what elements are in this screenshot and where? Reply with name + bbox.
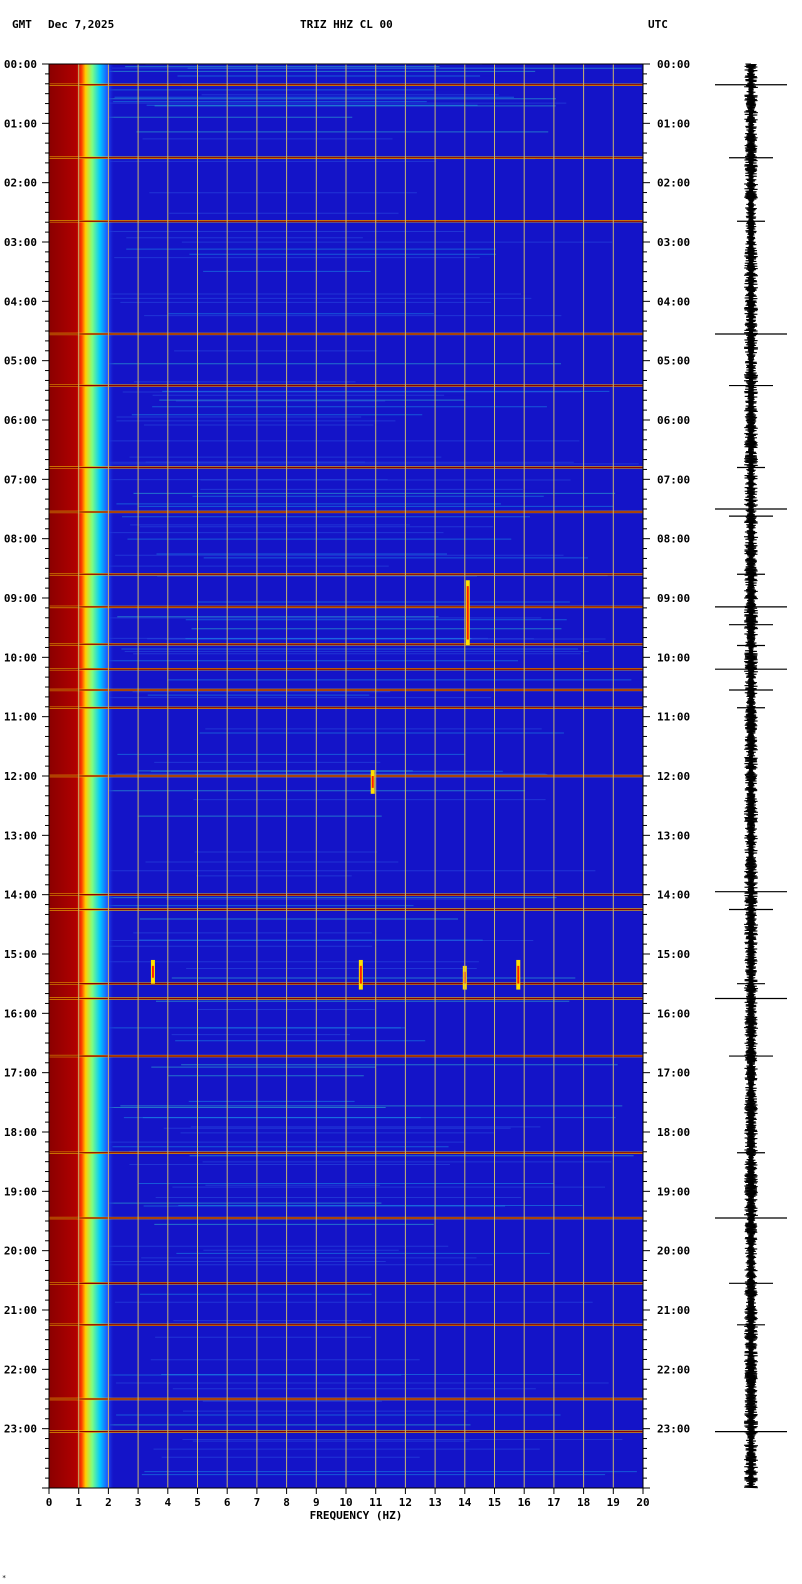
date-label: Dec 7,2025	[48, 18, 115, 31]
x-tick-label: 18	[577, 1496, 590, 1509]
y-tick-label-left: 03:00	[4, 236, 37, 249]
x-tick-label: 2	[105, 1496, 112, 1509]
y-tick-label-right: 13:00	[657, 829, 690, 842]
x-tick-label: 4	[164, 1496, 171, 1509]
y-tick-label-right: 04:00	[657, 295, 690, 308]
y-tick-label-right: 02:00	[657, 177, 690, 190]
y-tick-label-right: 08:00	[657, 533, 690, 546]
seismic-trace	[743, 63, 759, 1489]
y-tick-label-right: 07:00	[657, 473, 690, 486]
x-tick-label: 19	[607, 1496, 620, 1509]
y-tick-label-left: 21:00	[4, 1304, 37, 1317]
footer-mark: *	[2, 1574, 7, 1582]
x-tick-label: 13	[428, 1496, 441, 1509]
x-tick-label: 20	[636, 1496, 649, 1509]
y-tick-label-left: 22:00	[4, 1363, 37, 1376]
x-tick-label: 14	[458, 1496, 472, 1509]
x-tick-label: 15	[488, 1496, 501, 1509]
y-tick-label-left: 19:00	[4, 1185, 37, 1198]
y-tick-label-right: 00:00	[657, 58, 690, 71]
y-tick-label-left: 14:00	[4, 889, 37, 902]
y-tick-label-right: 06:00	[657, 414, 690, 427]
y-tick-label-left: 17:00	[4, 1067, 37, 1080]
x-tick-label: 16	[518, 1496, 532, 1509]
y-tick-label-right: 09:00	[657, 592, 690, 605]
y-tick-label-left: 20:00	[4, 1245, 37, 1258]
y-tick-label-left: 02:00	[4, 177, 37, 190]
x-tick-label: 0	[46, 1496, 53, 1509]
y-tick-label-right: 23:00	[657, 1423, 690, 1436]
y-tick-label-left: 08:00	[4, 533, 37, 546]
y-tick-label-right: 10:00	[657, 651, 690, 664]
y-tick-label-left: 11:00	[4, 711, 37, 724]
y-tick-label-left: 05:00	[4, 355, 37, 368]
x-tick-label: 8	[283, 1496, 290, 1509]
y-tick-label-right: 22:00	[657, 1363, 690, 1376]
y-tick-label-left: 16:00	[4, 1007, 37, 1020]
y-tick-label-left: 18:00	[4, 1126, 37, 1139]
y-tick-label-right: 18:00	[657, 1126, 690, 1139]
y-tick-label-left: 12:00	[4, 770, 37, 783]
y-tick-label-left: 13:00	[4, 829, 37, 842]
y-tick-label-right: 16:00	[657, 1007, 690, 1020]
y-tick-label-left: 09:00	[4, 592, 37, 605]
y-tick-label-right: 01:00	[657, 117, 690, 130]
x-tick-label: 17	[547, 1496, 560, 1509]
x-tick-label: 3	[135, 1496, 142, 1509]
x-tick-label: 6	[224, 1496, 231, 1509]
y-tick-label-left: 01:00	[4, 117, 37, 130]
y-tick-label-right: 19:00	[657, 1185, 690, 1198]
y-tick-label-right: 21:00	[657, 1304, 690, 1317]
y-tick-label-right: 14:00	[657, 889, 690, 902]
y-tick-label-left: 15:00	[4, 948, 37, 961]
x-tick-label: 11	[369, 1496, 383, 1509]
x-axis-label: FREQUENCY (HZ)	[310, 1509, 403, 1522]
right-timezone-label: UTC	[648, 18, 668, 31]
y-tick-label-right: 12:00	[657, 770, 690, 783]
y-tick-label-left: 07:00	[4, 473, 37, 486]
y-tick-label-right: 05:00	[657, 355, 690, 368]
y-tick-label-left: 10:00	[4, 651, 37, 664]
y-tick-label-left: 23:00	[4, 1423, 37, 1436]
x-tick-label: 9	[313, 1496, 320, 1509]
x-tick-label: 10	[339, 1496, 352, 1509]
y-tick-label-right: 20:00	[657, 1245, 690, 1258]
y-tick-label-left: 06:00	[4, 414, 37, 427]
y-tick-label-right: 03:00	[657, 236, 690, 249]
y-tick-label-right: 15:00	[657, 948, 690, 961]
y-tick-label-left: 00:00	[4, 58, 37, 71]
left-timezone-label: GMT	[12, 18, 32, 31]
y-tick-label-right: 17:00	[657, 1067, 690, 1080]
y-tick-label-left: 04:00	[4, 295, 37, 308]
x-tick-label: 5	[194, 1496, 201, 1509]
station-title: TRIZ HHZ CL 00	[300, 18, 393, 31]
y-tick-label-right: 11:00	[657, 711, 690, 724]
x-tick-label: 1	[75, 1496, 82, 1509]
x-tick-label: 7	[254, 1496, 261, 1509]
x-tick-label: 12	[399, 1496, 412, 1509]
